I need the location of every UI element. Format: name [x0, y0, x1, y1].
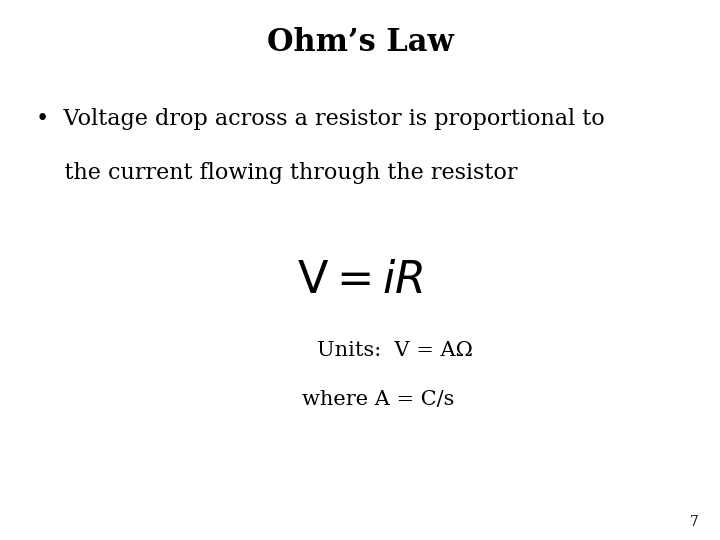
Text: •  Voltage drop across a resistor is proportional to: • Voltage drop across a resistor is prop…: [36, 108, 605, 130]
Text: the current flowing through the resistor: the current flowing through the resistor: [36, 162, 518, 184]
Text: $\mathrm{V} = iR$: $\mathrm{V} = iR$: [297, 259, 423, 302]
Text: Units:  V = AΩ: Units: V = AΩ: [317, 341, 472, 361]
Text: Ohm’s Law: Ohm’s Law: [266, 27, 454, 58]
Text: where A = C/s: where A = C/s: [302, 390, 455, 409]
Text: 7: 7: [690, 515, 698, 529]
